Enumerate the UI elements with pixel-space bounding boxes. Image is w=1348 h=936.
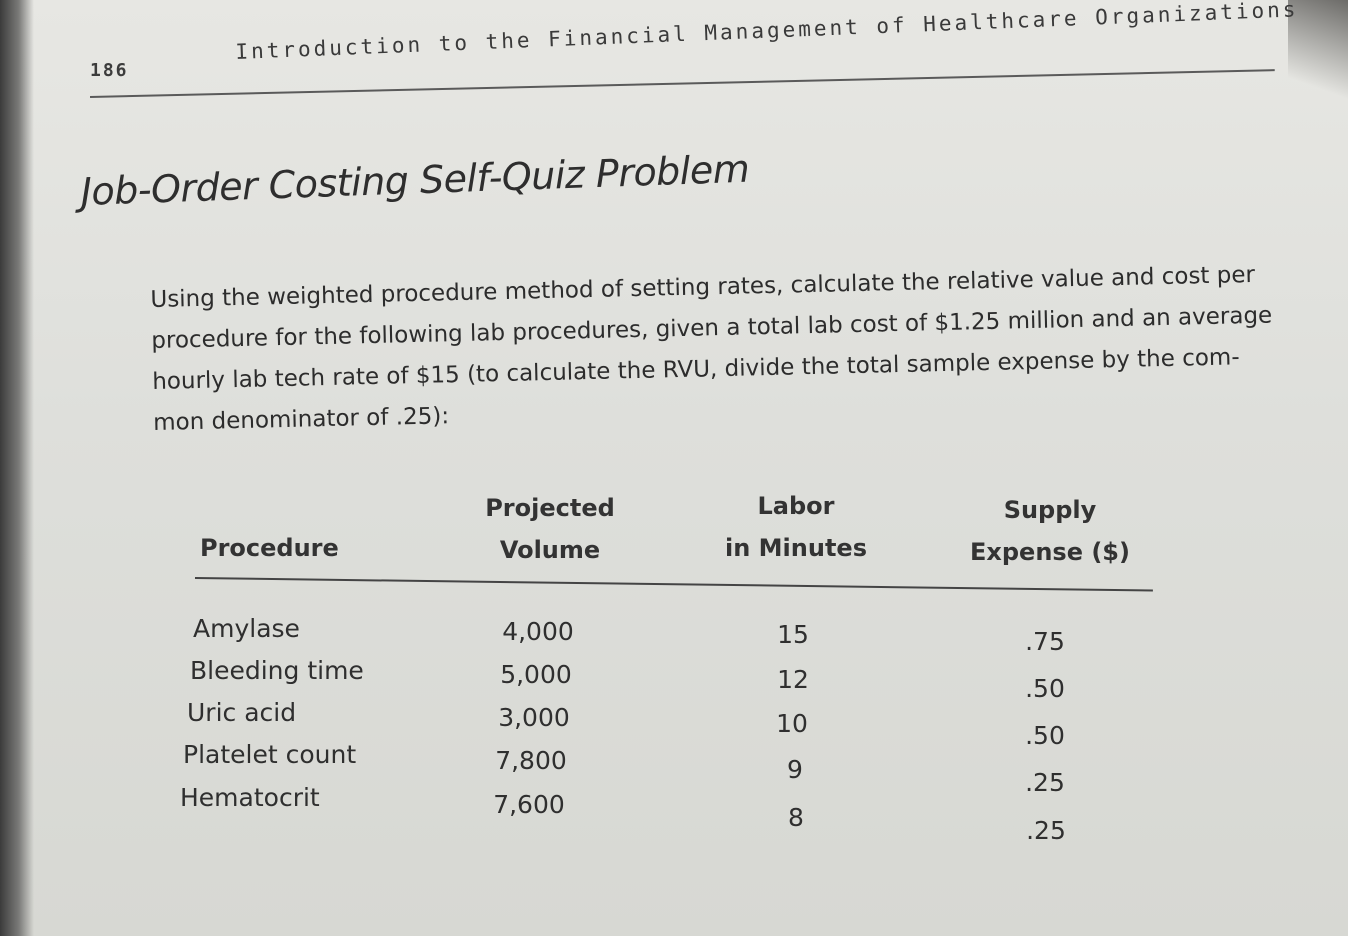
header-rule — [90, 69, 1275, 98]
volume-cell: 4,000 — [502, 617, 574, 646]
table-header-rule — [194, 577, 1153, 592]
header-procedure: Procedure — [200, 534, 339, 562]
volume-cell: 3,000 — [498, 703, 570, 732]
page-edge-shadow — [1288, 0, 1348, 120]
header-labor-line1: Labor — [757, 492, 835, 520]
procedure-name: Platelet count — [183, 740, 357, 769]
header-supply-line2: Expense ($) — [970, 538, 1130, 566]
volume-cell: 7,800 — [495, 746, 567, 775]
labor-cell: 8 — [788, 803, 804, 832]
header-volume: Projected Volume — [470, 487, 630, 571]
running-head: Introduction to the Financial Management… — [235, 0, 1299, 64]
volume-cell: 5,000 — [500, 660, 572, 689]
labor-cell: 12 — [777, 665, 809, 694]
section-title: Job-Order Costing Self-Quiz Problem — [80, 146, 750, 214]
header-supply-line1: Supply — [1003, 496, 1097, 524]
supply-cell: .25 — [1025, 768, 1065, 797]
page-number: 186 — [90, 60, 129, 81]
binding-shadow — [0, 0, 34, 936]
labor-cell: 10 — [776, 709, 808, 738]
header-labor: Labor in Minutes — [716, 485, 876, 569]
problem-statement: Using the weighted procedure method of s… — [150, 253, 1338, 444]
supply-cell: .50 — [1025, 674, 1065, 703]
labor-cell: 9 — [787, 755, 803, 784]
procedure-name: Uric acid — [187, 698, 297, 727]
header-labor-line2: in Minutes — [725, 534, 867, 562]
header-supply: Supply Expense ($) — [955, 489, 1145, 573]
supply-cell: .25 — [1026, 816, 1066, 845]
supply-cell: .75 — [1025, 627, 1065, 656]
procedure-name: Amylase — [193, 614, 300, 643]
labor-cell: 15 — [777, 620, 809, 649]
procedure-name: Hematocrit — [180, 783, 320, 812]
volume-cell: 7,600 — [493, 790, 565, 819]
header-volume-line1: Projected — [485, 494, 615, 522]
procedure-name: Bleeding time — [190, 656, 364, 685]
header-volume-line2: Volume — [499, 536, 601, 564]
supply-cell: .50 — [1025, 721, 1065, 750]
